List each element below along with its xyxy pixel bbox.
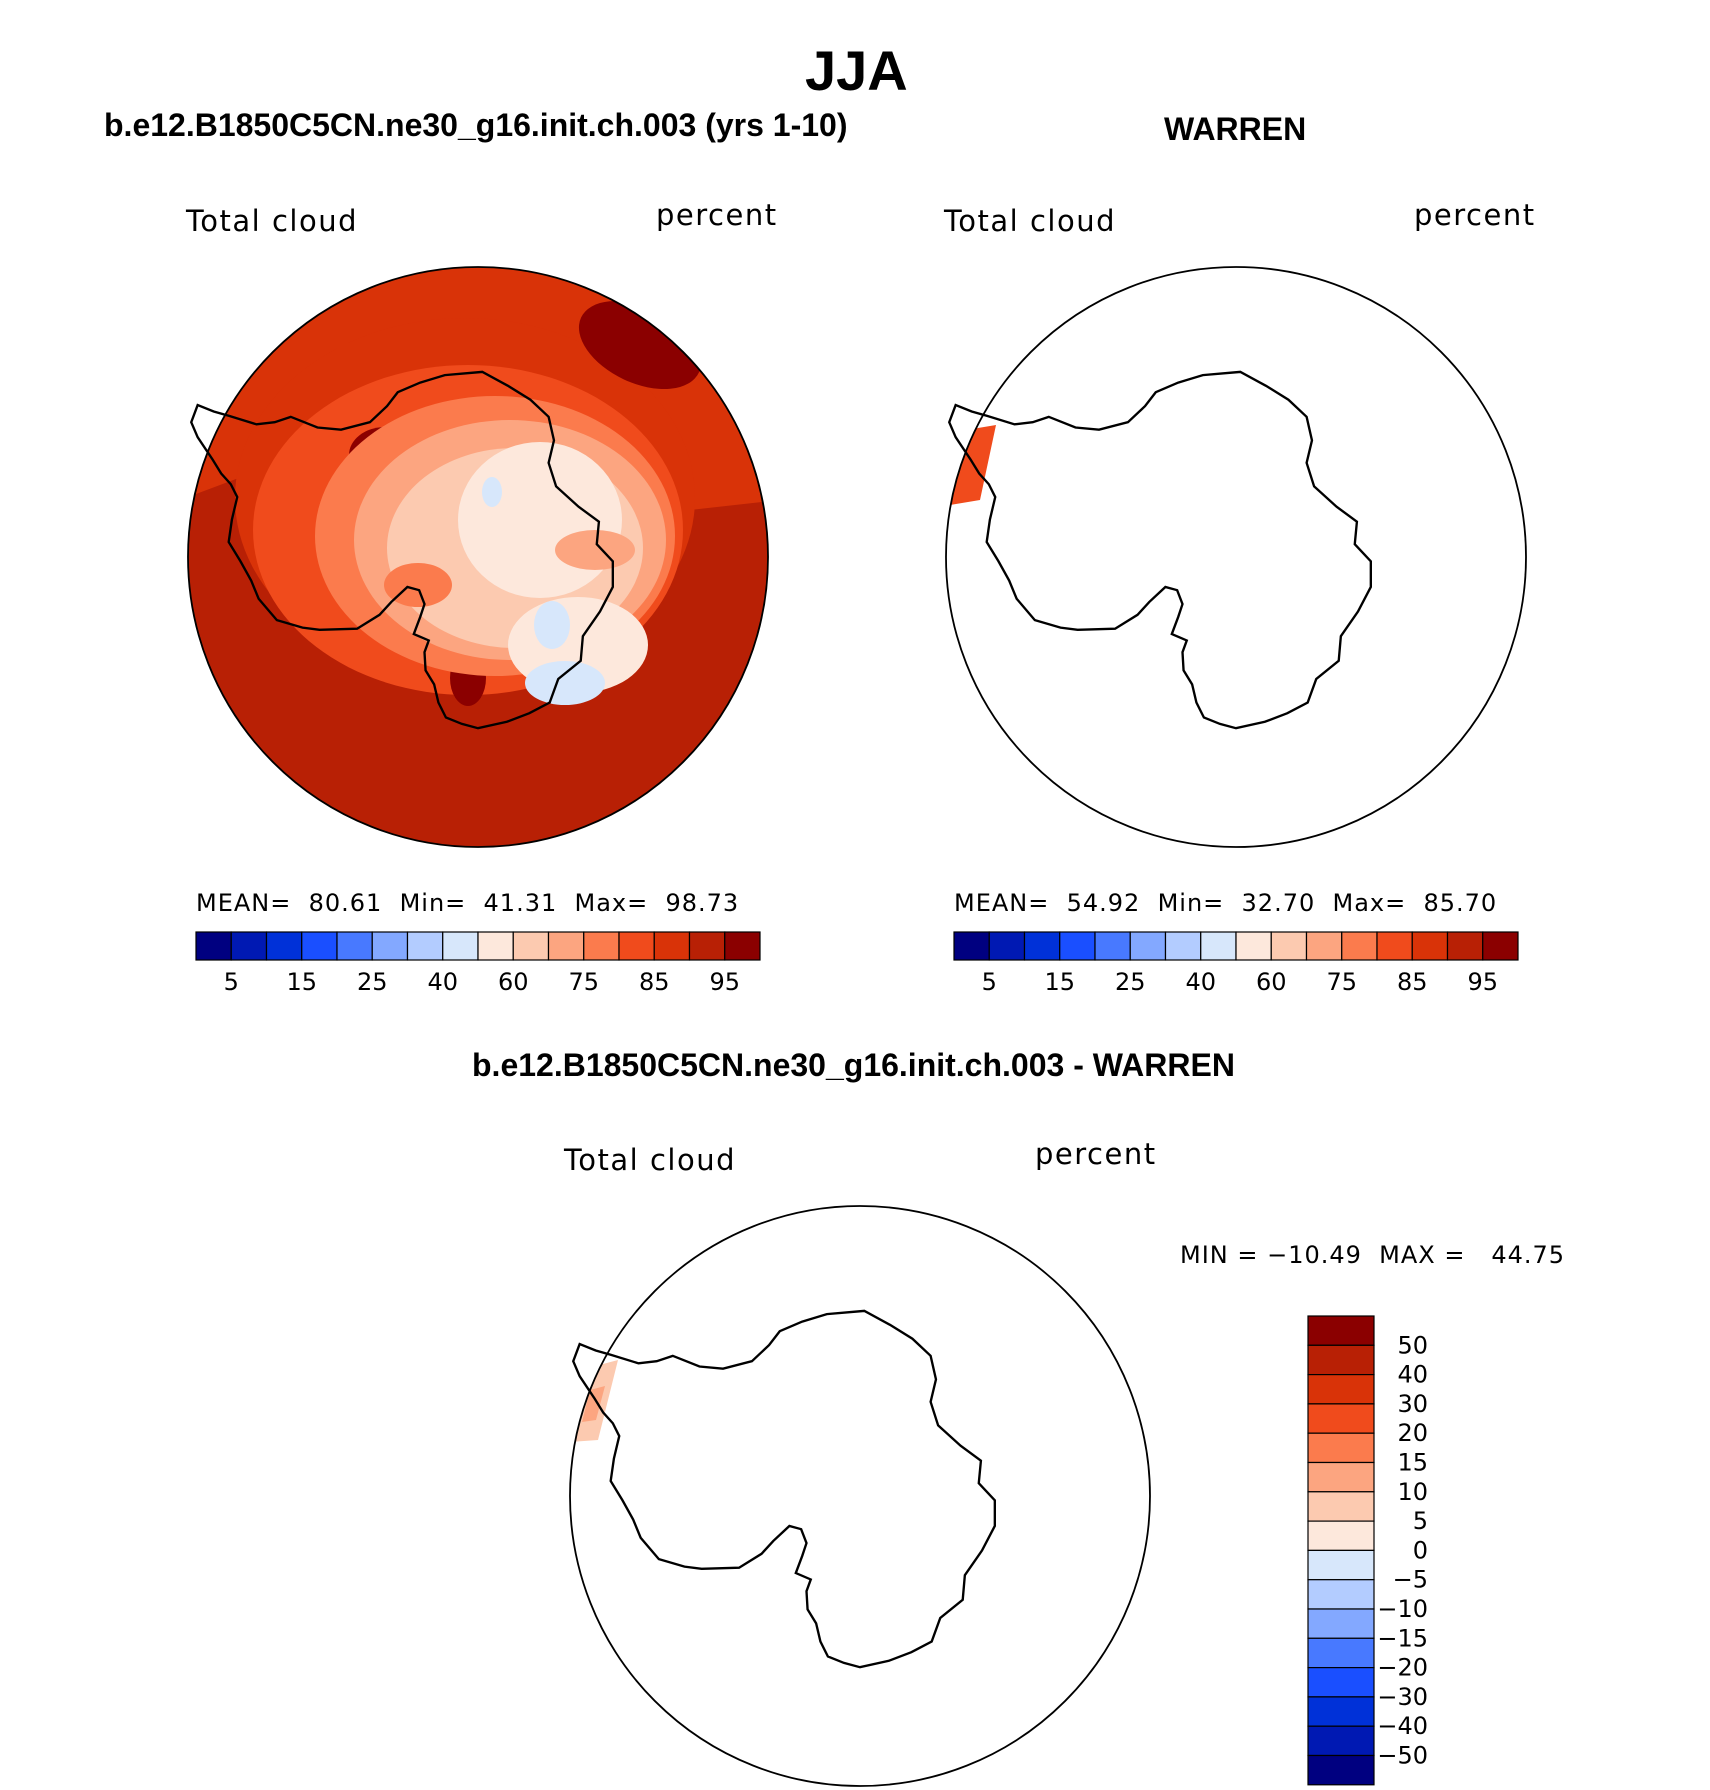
colorbar-tick-label: 40 (1185, 968, 1216, 996)
panel3-units-label: percent (1035, 1137, 1157, 1171)
colorbar-swatch (1094, 931, 1131, 961)
colorbar-tick-label: 20 (1397, 1419, 1428, 1447)
colorbar-swatch (1164, 931, 1202, 961)
colorbar-swatch (230, 931, 268, 961)
colorbar-swatch (1307, 1666, 1375, 1698)
panel3-variable-label: Total cloud (564, 1143, 736, 1177)
colorbar-tick-label: −50 (1377, 1742, 1428, 1770)
colorbar-tick-label: 15 (286, 968, 317, 996)
panel2-title: WARREN (1164, 111, 1307, 147)
colorbar-tick-label: 85 (1397, 968, 1428, 996)
colorbar-swatch (618, 931, 655, 961)
colorbar-swatch (724, 931, 761, 961)
colorbar-swatch (1307, 1725, 1375, 1757)
colorbar-swatch (195, 931, 232, 961)
colorbar-swatch (1129, 931, 1167, 961)
panel2-stats: MEAN= 54.92 Min= 32.70 Max= 85.70 (954, 889, 1498, 917)
colorbar-swatch (301, 931, 338, 961)
panel1-map (187, 266, 769, 848)
colorbar-swatch (1307, 1461, 1375, 1493)
colorbar-swatch (1307, 1520, 1375, 1551)
panel1-stats: MEAN= 80.61 Min= 41.31 Max= 98.73 (196, 889, 740, 917)
colorbar-tick-label: 75 (1326, 968, 1357, 996)
colorbar-swatch (953, 931, 990, 961)
panel1-units-label: percent (656, 198, 778, 232)
colorbar-swatch (1307, 1403, 1375, 1434)
colorbar-swatch (547, 931, 585, 961)
colorbar-tick-label: 5 (982, 968, 997, 996)
colorbar-swatch (653, 931, 691, 961)
colorbar-swatch (1376, 931, 1413, 961)
colorbar-swatch (1307, 1608, 1375, 1639)
colorbar-tick-label: −15 (1377, 1624, 1428, 1652)
colorbar-tick-label: −10 (1377, 1595, 1428, 1623)
colorbar-tick-label: 30 (1397, 1390, 1428, 1418)
colorbar-swatch (1307, 1754, 1375, 1786)
colorbar-swatch (1341, 931, 1378, 961)
panel3-map (569, 1205, 1151, 1787)
colorbar-swatch (1305, 931, 1343, 961)
colorbar-tick-label: 60 (498, 968, 529, 996)
colorbar-tick-label: 0 (1413, 1536, 1428, 1564)
colorbar-tick-label: 40 (427, 968, 458, 996)
colorbar-swatch (1235, 931, 1272, 961)
colorbar-swatch (1307, 1696, 1375, 1727)
panel2-map (945, 266, 1527, 848)
colorbar-swatch (406, 931, 444, 961)
colorbar-swatch (1023, 931, 1061, 961)
colorbar-swatch (1307, 1637, 1375, 1669)
colorbar-tick-label: 25 (1115, 968, 1146, 996)
colorbar-swatch (512, 931, 550, 961)
colorbar-tick-label: 15 (1044, 968, 1075, 996)
colorbar-swatch (1411, 931, 1449, 961)
colorbar-tick-label: −5 (1393, 1566, 1428, 1594)
colorbar-tick-label: 40 (1397, 1361, 1428, 1389)
colorbar-tick-label: −20 (1377, 1654, 1428, 1682)
panel3-title: b.e12.B1850C5CN.ne30_g16.init.ch.003 - W… (472, 1047, 1235, 1083)
colorbar-tick-label: 95 (709, 968, 740, 996)
colorbar-swatch (1307, 1315, 1375, 1346)
colorbar-tick-label: 95 (1467, 968, 1498, 996)
colorbar-swatch (583, 931, 620, 961)
colorbar-swatch (1307, 1491, 1375, 1522)
colorbar-swatch (1307, 1432, 1375, 1464)
colorbar-swatch (988, 931, 1026, 961)
panel1-variable-label: Total cloud (186, 204, 358, 238)
panel1-colorbar: 5 15 25 40 60 75 85 95 (195, 931, 761, 996)
colorbar-swatch (442, 931, 479, 961)
colorbar-tick-label: −40 (1377, 1712, 1428, 1740)
colorbar-tick-label: 60 (1256, 968, 1287, 996)
colorbar-swatch (1270, 931, 1308, 961)
colorbar-tick-label: 85 (639, 968, 670, 996)
colorbar-swatch (1059, 931, 1096, 961)
colorbar-swatch (1200, 931, 1237, 961)
colorbar-tick-label: −30 (1377, 1683, 1428, 1711)
colorbar-swatch (1307, 1373, 1375, 1405)
panel1-title: b.e12.B1850C5CN.ne30_g16.init.ch.003 (yr… (104, 107, 848, 143)
colorbar-swatch (336, 931, 373, 961)
colorbar-tick-label: 75 (568, 968, 599, 996)
colorbar-swatch (1446, 931, 1484, 961)
panel2-units-label: percent (1414, 198, 1536, 232)
colorbar-swatch (371, 931, 409, 961)
colorbar-tick-label: 5 (224, 968, 239, 996)
panel3-stats: MIN = −10.49 MAX = 44.75 (1180, 1241, 1566, 1269)
colorbar-swatch (1307, 1579, 1375, 1610)
colorbar-swatch (1482, 931, 1519, 961)
colorbar-swatch (688, 931, 726, 961)
colorbar-tick-label: 25 (357, 968, 388, 996)
panel2-variable-label: Total cloud (944, 204, 1116, 238)
colorbar-tick-label: 50 (1397, 1331, 1428, 1359)
colorbar-swatch (265, 931, 303, 961)
colorbar-swatch (1307, 1344, 1375, 1376)
colorbar-swatch (477, 931, 514, 961)
colorbar-swatch (1307, 1549, 1375, 1581)
panel2-colorbar: 5 15 25 40 60 75 85 95 (953, 931, 1519, 996)
colorbar-tick-label: 15 (1397, 1449, 1428, 1477)
page-title: JJA (805, 39, 908, 102)
colorbar-tick-label: 5 (1413, 1507, 1428, 1535)
colorbar-tick-label: 10 (1397, 1478, 1428, 1506)
